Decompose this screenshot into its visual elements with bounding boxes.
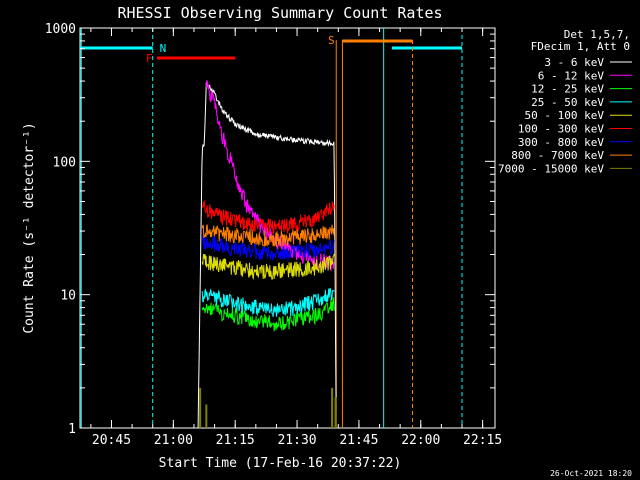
x-tick-label-4: 21:45	[339, 433, 378, 448]
y-tick-label-2: 100	[53, 155, 76, 170]
y-axis-label: Count Rate (s⁻¹ detector⁻¹)	[22, 122, 37, 333]
legend-header-0: Det 1,5,7,	[564, 28, 630, 41]
legend-label-4: 50 - 100 keV	[525, 109, 605, 122]
series-layer	[197, 79, 337, 429]
legend-label-1: 6 - 12 keV	[538, 69, 605, 82]
legend-label-5: 100 - 300 keV	[518, 123, 604, 136]
series-line-1	[197, 82, 337, 429]
series-line-2	[205, 79, 335, 272]
legend-label-3: 25 - 50 keV	[531, 96, 604, 109]
y-tick-label-3: 1000	[45, 22, 76, 37]
x-axis-label: Start Time (17-Feb-16 20:37:22)	[159, 456, 402, 471]
footer-date: 26-Oct-2021 18:20	[550, 469, 632, 478]
series-line-5	[201, 253, 335, 281]
saa-annotation-label: S	[328, 34, 335, 47]
x-tick-label-2: 21:15	[216, 433, 255, 448]
legend-label-7: 800 - 7000 keV	[511, 149, 604, 162]
plot-area	[79, 27, 496, 429]
series-line-8	[201, 224, 335, 247]
series-line-7	[201, 234, 335, 262]
series-line-4	[201, 287, 335, 318]
overlays: NF S	[80, 28, 463, 428]
legend-label-6: 300 - 800 keV	[518, 136, 604, 149]
y-tick-label-1: 10	[60, 289, 76, 304]
x-tick-label-5: 22:00	[401, 433, 440, 448]
x-tick-label-3: 21:30	[277, 433, 316, 448]
night-annotation-label: N	[160, 42, 167, 55]
legend-label-2: 12 - 25 keV	[531, 83, 604, 96]
y-axis: 1 10 100 1000	[45, 22, 495, 437]
x-axis: 20:45 21:00 21:15 21:30 21:45 22:00 22:15	[90, 28, 502, 448]
series-line-6	[201, 200, 335, 235]
flare-annotation-label: F	[146, 52, 153, 65]
chart-title: RHESSI Observing Summary Count Rates	[117, 4, 442, 22]
x-tick-label-0: 20:45	[92, 433, 131, 448]
x-tick-label-1: 21:00	[154, 433, 193, 448]
legend-label-0: 3 - 6 keV	[544, 56, 604, 69]
legend-label-8: 7000 - 15000 keV	[498, 162, 604, 175]
legend-header-1: FDecim 1, Att 0	[531, 40, 630, 53]
y-tick-label-0: 1	[68, 422, 76, 437]
plot-frame	[79, 27, 496, 429]
x-tick-label-6: 22:15	[463, 433, 502, 448]
series-line-3	[201, 297, 335, 332]
